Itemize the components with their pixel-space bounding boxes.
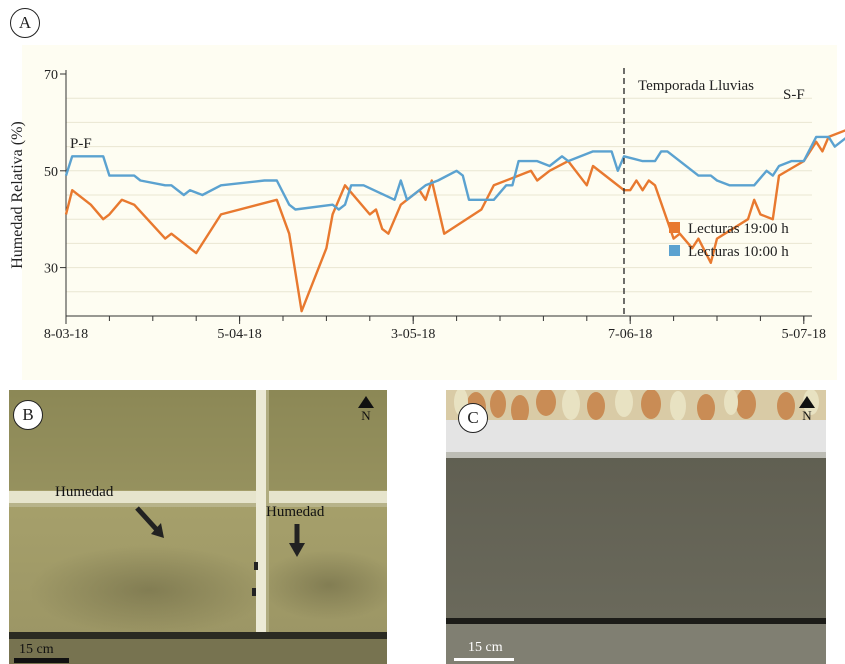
- humidity-label-left: Humedad: [55, 484, 114, 500]
- series-line-evening: [64, 129, 845, 313]
- y-tick-label: 50: [44, 165, 58, 180]
- photo-c-image: [446, 390, 826, 664]
- y-tick-label: 70: [44, 68, 58, 83]
- humidity-chart: 30 50 70 8-03-18 5-04-18 3-05-18 7-06-18 5-07-1…: [9, 45, 845, 380]
- start-label: P-F: [70, 136, 92, 152]
- annotations: Temporada Lluvias P-F S-F: [70, 68, 805, 318]
- photo-b: B N Humedad Humedad 15 cm: [9, 390, 387, 664]
- legend-label: Lecturas 19:00 h: [688, 221, 789, 237]
- y-axis-label: Humedad Relativa (%): [9, 121, 26, 269]
- x-tick-label: 3-05-18: [391, 327, 435, 342]
- scale-label-c: 15 cm: [468, 640, 503, 655]
- north-indicator-c: N: [797, 396, 817, 424]
- end-label: S-F: [783, 87, 805, 103]
- series-layer: [64, 129, 845, 313]
- series-line-morning: [64, 135, 845, 211]
- legend-swatch: [669, 245, 680, 256]
- humidity-label-right: Humedad: [266, 504, 325, 520]
- y-tick-label: 30: [44, 262, 58, 277]
- x-tick-label: 5-04-18: [217, 327, 261, 342]
- legend: Lecturas 19:00 h Lecturas 10:00 h: [669, 221, 789, 260]
- panel-label-c: C: [458, 403, 488, 433]
- panel-a: 30 50 70 8-03-18 5-04-18 3-05-18 7-06-18 5-07-1…: [9, 8, 845, 380]
- north-arrow-icon: [799, 396, 815, 408]
- legend-label: Lecturas 10:00 h: [688, 244, 789, 260]
- chart-background: [22, 45, 837, 380]
- north-indicator-b: N: [356, 396, 376, 424]
- photo-b-image: [9, 390, 387, 664]
- legend-swatch: [669, 222, 680, 233]
- axes: 30 50 70 8-03-18 5-04-18 3-05-18 7-06-18 5-07-1…: [9, 68, 826, 342]
- x-tick-label: 5-07-18: [782, 327, 826, 342]
- panel-label-b: B: [13, 400, 43, 430]
- panel-label-a: A: [10, 8, 40, 38]
- photo-c: C N 15 cm: [446, 390, 826, 664]
- grid: [66, 97, 812, 293]
- scale-label-b: 15 cm: [19, 642, 54, 657]
- x-tick-label: 7-06-18: [608, 327, 652, 342]
- season-label: Temporada Lluvias: [638, 78, 754, 94]
- north-arrow-icon: [358, 396, 374, 408]
- north-label-b: N: [361, 408, 371, 423]
- north-label-c: N: [802, 408, 812, 423]
- x-tick-label: 8-03-18: [44, 327, 88, 342]
